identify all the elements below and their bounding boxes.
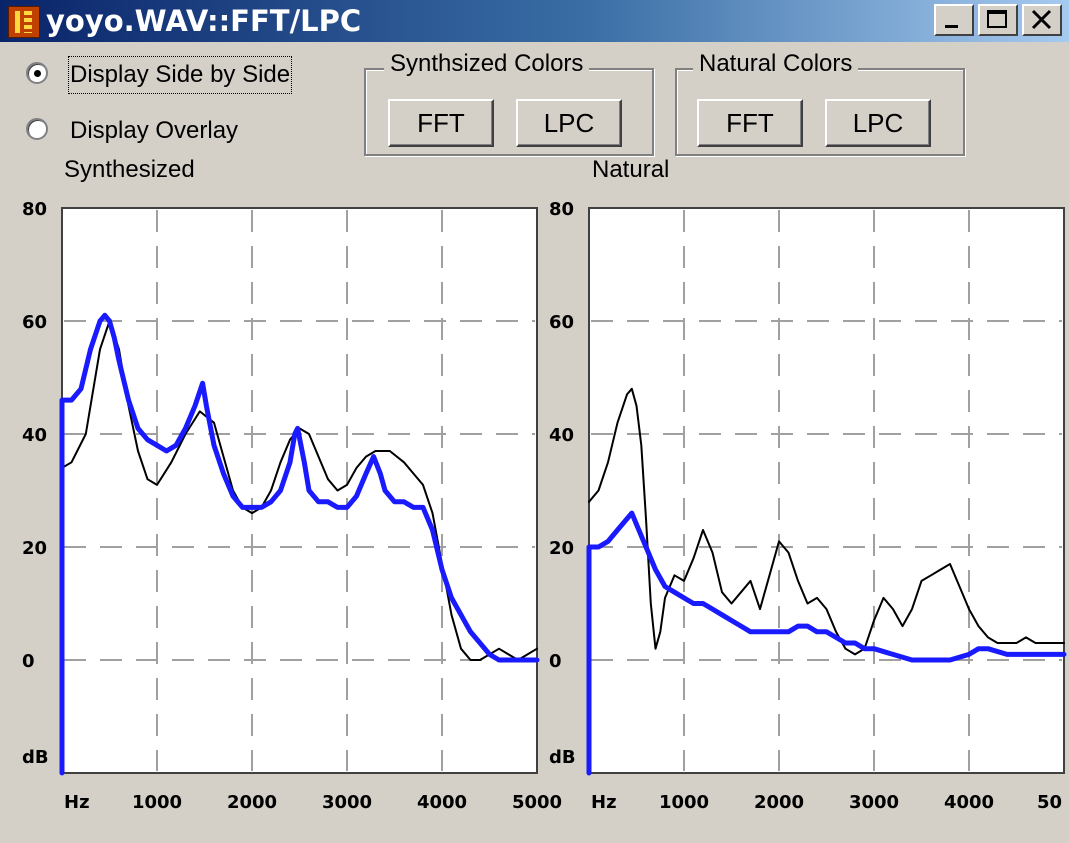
minimize-icon xyxy=(945,25,958,28)
synth-fft-color-button[interactable]: FFT xyxy=(388,99,494,147)
natural-y-tick-label: 40 xyxy=(549,425,574,446)
natural-fft-series-line xyxy=(588,387,1065,656)
synth-lpc-color-button[interactable]: LPC xyxy=(516,99,622,147)
radio-button-unchecked[interactable] xyxy=(26,118,48,140)
minimize-button[interactable] xyxy=(934,4,974,36)
synthesized-y-axis-label: dB xyxy=(22,747,49,768)
synthesized-x-tick-label: 2000 xyxy=(227,792,277,813)
synthesized-y-tick-label: 40 xyxy=(22,425,47,446)
synthesized-x-axis-label: Hz xyxy=(64,792,90,813)
natural-y-tick-label: 20 xyxy=(549,538,574,559)
group-label-natural: Natural Colors xyxy=(693,50,859,78)
synthesized-y-tick-label: 80 xyxy=(22,199,47,220)
radio-button-checked[interactable] xyxy=(26,62,48,84)
natural-plot-area xyxy=(588,207,1065,774)
synthesized-fft-series-line xyxy=(61,320,538,661)
natural-x-tick-label: 1000 xyxy=(659,792,709,813)
title-bar[interactable]: yoyo.WAV::FFT/LPC xyxy=(0,0,1069,42)
group-label-synthesized: Synthsized Colors xyxy=(384,50,590,78)
synthesized-x-tick-label: 5000 xyxy=(512,792,562,813)
synthesized-chart-title: Synthesized xyxy=(64,156,195,183)
radio-dot xyxy=(34,70,41,77)
close-button[interactable] xyxy=(1022,4,1062,36)
app-icon[interactable] xyxy=(8,6,40,38)
radio-label-overlay: Display Overlay xyxy=(70,117,239,144)
window-title: yoyo.WAV::FFT/LPC xyxy=(46,4,362,38)
natural-x-tick-label: 50 xyxy=(1037,792,1062,813)
natural-y-tick-label: 80 xyxy=(549,199,574,220)
natural-y-tick-label: 0 xyxy=(549,651,562,672)
synthesized-x-tick-label: 4000 xyxy=(417,792,467,813)
radio-label-side-by-side: Display Side by Side xyxy=(67,56,293,94)
natural-lpc-color-button[interactable]: LPC xyxy=(825,99,931,147)
synthesized-chart: 0 20 40 60 80 dB Hz 1000 2000 3000 4000 5000 xyxy=(22,199,562,813)
natural-chart-title: Natural xyxy=(592,156,670,183)
synthesized-y-tick-label: 20 xyxy=(22,538,47,559)
natural-y-axis-label: dB xyxy=(549,747,576,768)
natural-chart: 0 20 40 60 80 dB Hz 1000 2000 3000 4000 50 xyxy=(549,199,1067,813)
synthesized-y-tick-label: 60 xyxy=(22,312,47,333)
natural-x-tick-label: 3000 xyxy=(849,792,899,813)
natural-fft-color-button[interactable]: FFT xyxy=(697,99,803,147)
natural-y-tick-label: 60 xyxy=(549,312,574,333)
synthesized-x-tick-label: 1000 xyxy=(132,792,182,813)
synthesized-x-tick-label: 3000 xyxy=(322,792,372,813)
natural-x-axis-label: Hz xyxy=(591,792,617,813)
maximize-button[interactable] xyxy=(978,4,1018,36)
synthesized-colors-group: Synthsized Colors FFT LPC xyxy=(364,50,654,156)
natural-x-tick-label: 4000 xyxy=(944,792,994,813)
natural-lpc-series-line xyxy=(586,510,1067,776)
natural-x-tick-label: 2000 xyxy=(754,792,804,813)
synthesized-y-tick-label: 0 xyxy=(22,651,35,672)
maximize-icon xyxy=(987,10,1007,28)
natural-colors-group: Natural Colors FFT LPC xyxy=(675,50,965,156)
synthesized-lpc-series-line xyxy=(59,312,540,776)
synthesized-plot-area xyxy=(61,207,538,774)
close-icon xyxy=(1031,9,1052,30)
